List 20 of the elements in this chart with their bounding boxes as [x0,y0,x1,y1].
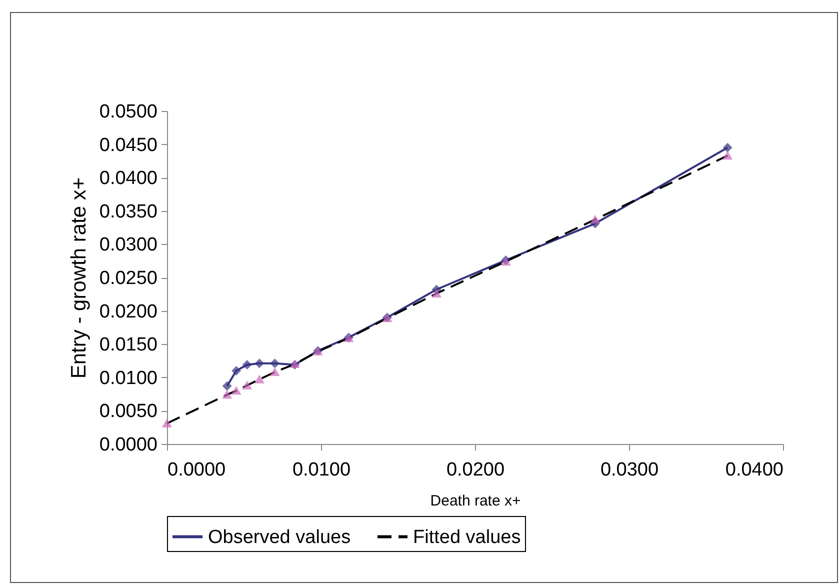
x-tick-label: 0.0200 [446,460,505,480]
y-tick-label: 0.0400 [99,168,158,190]
y-tick-label: 0.0000 [99,434,158,456]
y-tick-label: 0.0350 [99,201,158,222]
y-tick-label: 0.0100 [99,368,158,389]
x-tick-label: 0.0300 [600,460,659,480]
y-tick-label: 0.0250 [99,268,158,289]
legend-label: Fitted values [413,526,521,548]
y-tick-label: 0.0050 [99,401,158,422]
y-axis-title: Entry - growth rate x+ [67,177,90,379]
x-axis-title: Death rate x+ [430,492,521,510]
y-tick-label: 0.0300 [99,234,158,256]
x-tick-label: 0.0100 [292,460,351,480]
y-tick-label: 0.0150 [99,334,158,356]
x-tick-label: 0.0000 [168,460,226,480]
y-tick-label: 0.0500 [99,102,158,122]
y-tick-label: 0.0450 [99,134,158,156]
legend-label: Observed values [208,526,351,548]
y-tick-label: 0.0200 [99,301,158,322]
x-tick-label: 0.0400 [725,460,784,480]
